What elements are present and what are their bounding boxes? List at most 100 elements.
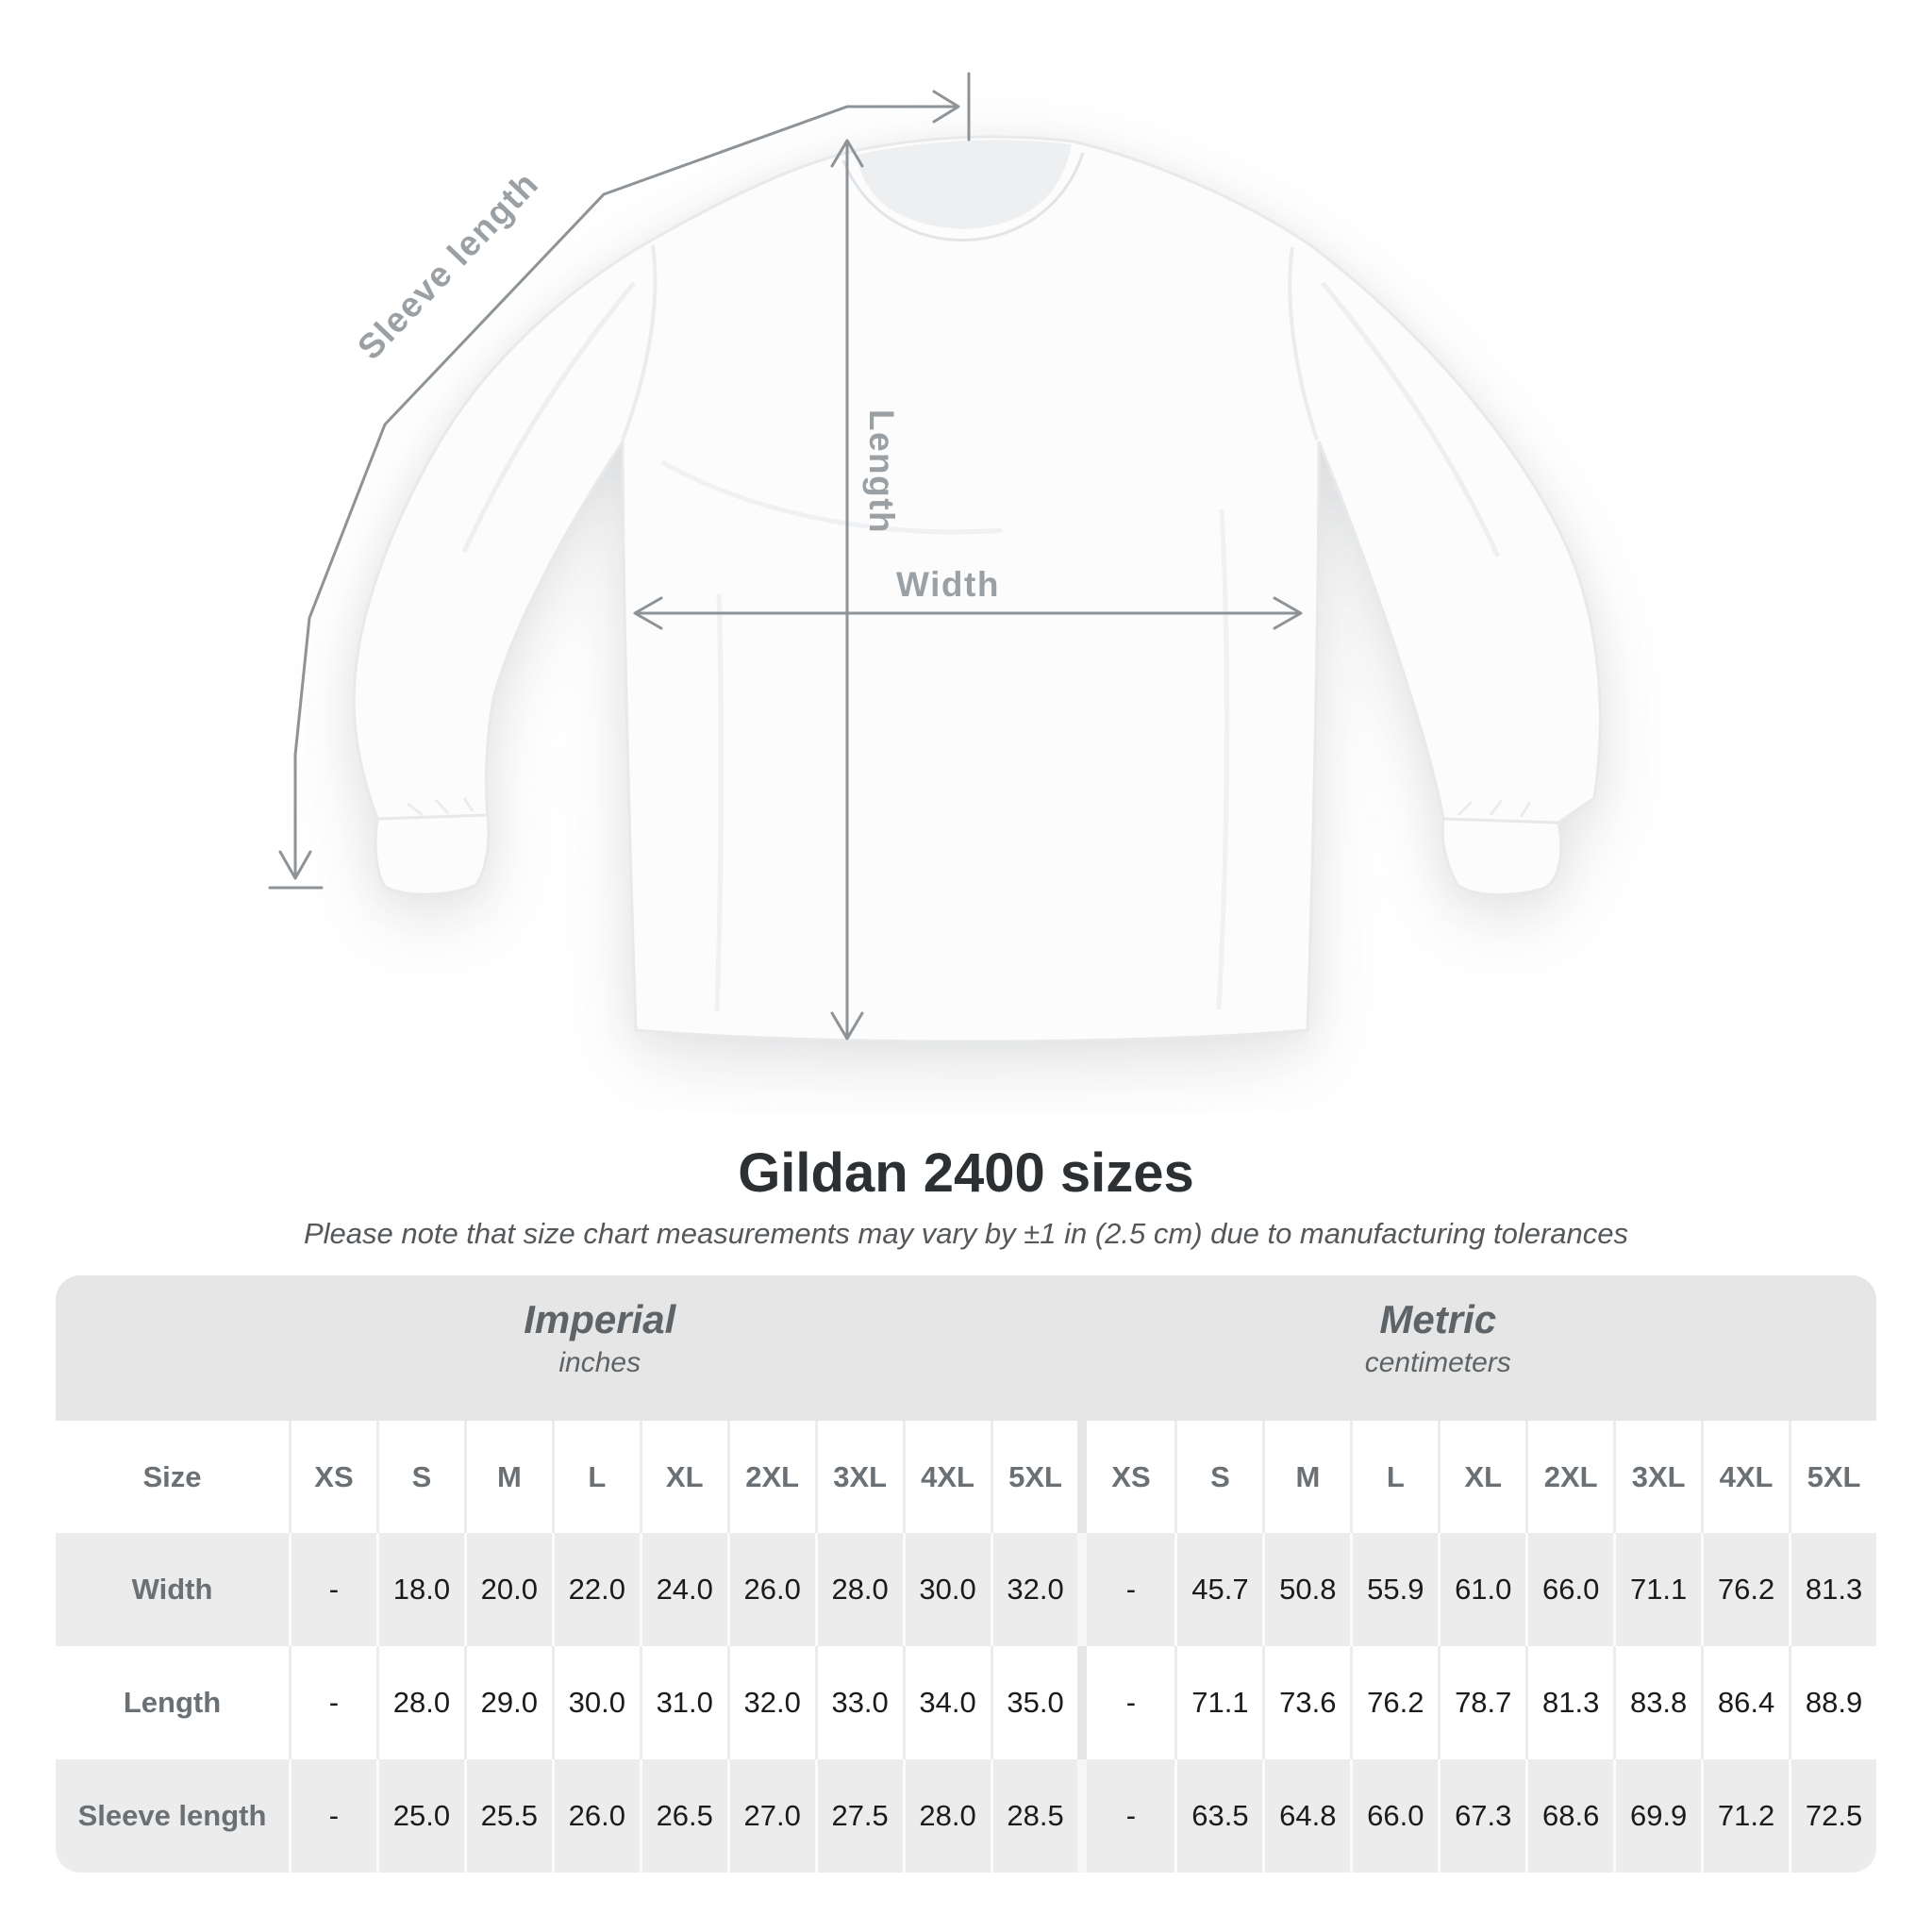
size-table: Imperial inches Metric centimeters Size … [56,1275,1876,1873]
cell: 18.0 [375,1533,464,1646]
col-header: 2XL [726,1421,815,1533]
collar-band-seam [841,152,1085,242]
cell: 26.0 [726,1533,815,1646]
cell: - [289,1533,376,1646]
cell: 25.0 [375,1759,464,1873]
table-row-sleeve-length: Sleeve length - 25.0 25.5 26.0 26.5 27.0… [56,1759,1876,1873]
cell: 61.0 [1438,1533,1525,1646]
width-arrowhead-left [633,596,663,630]
cell: 30.0 [551,1646,640,1759]
col-header: L [551,1421,640,1533]
unit-divider [1077,1533,1088,1646]
width-arrowhead-right [1273,596,1303,630]
cell: 45.7 [1174,1533,1262,1646]
cell: 81.3 [1525,1646,1613,1759]
cell: 72.5 [1789,1759,1876,1873]
cell: 55.9 [1350,1533,1438,1646]
width-label: Width [896,565,1000,604]
cell: 25.5 [463,1759,552,1873]
cell: - [1125,1573,1137,1606]
cell: 66.0 [1350,1759,1438,1873]
tolerance-note: Please note that size chart measurements… [303,1217,1629,1250]
row-label: Width [131,1573,213,1606]
cell: 83.8 [1613,1646,1701,1759]
col-header: 4XL [1701,1421,1789,1533]
length-arrowhead-up [830,139,864,168]
metric-unit: centimeters [1364,1347,1511,1378]
col-header: XL [639,1421,727,1533]
imperial-label: Imperial [524,1297,676,1341]
sleeve-length-measure-line [293,105,959,877]
cell: 50.8 [1262,1533,1350,1646]
cell: - [289,1759,376,1873]
col-header: L [1350,1421,1438,1533]
cell: 63.5 [1174,1759,1262,1873]
col-header: XS [1111,1459,1151,1493]
cell: 22.0 [551,1533,640,1646]
page-title: Gildan 2400 sizes [738,1142,1194,1204]
col-header: M [1262,1421,1350,1533]
length-arrowhead-down [830,1011,864,1041]
cell: 69.9 [1613,1759,1701,1873]
cell: 64.8 [1262,1759,1350,1873]
col-header: 3XL [814,1421,903,1533]
cell: 28.0 [902,1759,991,1873]
row-label: Length [123,1686,222,1719]
cell: 20.0 [463,1533,552,1646]
cell: 78.7 [1438,1646,1525,1759]
col-header: 3XL [1613,1421,1701,1533]
cell: 27.5 [814,1759,903,1873]
cell: - [289,1646,376,1759]
unit-band: Imperial inches Metric centimeters [56,1275,1876,1421]
cell: 30.0 [902,1533,991,1646]
cell: 68.6 [1525,1759,1613,1873]
row-label: Sleeve length [77,1799,267,1832]
col-header: XS [289,1421,376,1533]
cell: - [1125,1799,1137,1832]
shirt-diagram-svg: Sleeve length Length Width [268,72,1602,1043]
table-row-length: Length - 28.0 29.0 30.0 31.0 32.0 33.0 3… [56,1646,1876,1759]
col-header: XL [1438,1421,1525,1533]
shirt-measurement-diagram: Sleeve length Length Width [268,72,1602,1043]
cell: 76.2 [1350,1646,1438,1759]
cell: 88.9 [1789,1646,1876,1759]
col-header: S [375,1421,464,1533]
cell: 76.2 [1701,1533,1789,1646]
cell: 31.0 [639,1646,727,1759]
cell: 66.0 [1525,1533,1613,1646]
cell: 73.6 [1262,1646,1350,1759]
imperial-unit: inches [558,1347,641,1378]
col-header: 5XL [990,1421,1078,1533]
cell: - [1125,1686,1137,1719]
cell: 24.0 [639,1533,727,1646]
cell: 71.1 [1613,1533,1701,1646]
sleeve-length-arrowhead-right [932,90,960,124]
unit-divider [1077,1759,1088,1873]
cell: 33.0 [814,1646,903,1759]
cell: 32.0 [726,1646,815,1759]
unit-divider [1077,1421,1088,1533]
length-label: Length [862,409,901,534]
metric-label: Metric [1379,1297,1497,1341]
table-row-width: Width - 18.0 20.0 22.0 24.0 26.0 28.0 30… [56,1533,1876,1646]
cell: 26.5 [639,1759,727,1873]
col-header: 4XL [902,1421,991,1533]
cell: 34.0 [902,1646,991,1759]
sleeve-length-label: Sleeve length [350,164,546,367]
col-header: 5XL [1789,1421,1876,1533]
cell: 28.0 [814,1533,903,1646]
cell: 32.0 [990,1533,1078,1646]
metric-group-header: Metric centimeters [1088,1275,1790,1421]
cell: 28.5 [990,1759,1078,1873]
col-header: 2XL [1525,1421,1613,1533]
cell: 28.0 [375,1646,464,1759]
cell: 35.0 [990,1646,1078,1759]
col-header: S [1174,1421,1262,1533]
cell: 81.3 [1789,1533,1876,1646]
cell: 71.1 [1174,1646,1262,1759]
imperial-group-header: Imperial inches [56,1275,1078,1421]
collar-opening [857,140,1072,229]
cell: 26.0 [551,1759,640,1873]
size-header-row: Size XS S M L XL 2XL 3XL 4XL 5XL XS S M … [56,1421,1876,1533]
size-corner-cell: Size [142,1459,202,1493]
